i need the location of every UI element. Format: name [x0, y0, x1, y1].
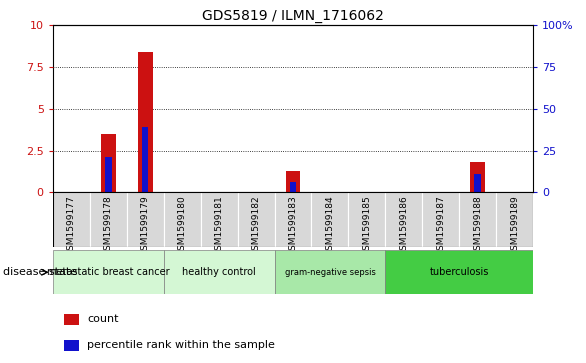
Bar	[53, 250, 163, 294]
Text: percentile rank within the sample: percentile rank within the sample	[87, 340, 275, 350]
Bar	[285, 171, 301, 192]
Bar	[274, 250, 386, 294]
Text: GSM1599178: GSM1599178	[104, 195, 113, 256]
Bar	[386, 192, 423, 247]
Text: count: count	[87, 314, 118, 324]
Bar	[423, 192, 459, 247]
Text: GSM1599181: GSM1599181	[214, 195, 224, 256]
Bar	[138, 52, 152, 192]
Bar	[475, 174, 481, 192]
Text: GSM1599186: GSM1599186	[400, 195, 408, 256]
Title: GDS5819 / ILMN_1716062: GDS5819 / ILMN_1716062	[202, 9, 384, 23]
Bar	[289, 182, 297, 192]
Bar	[496, 192, 533, 247]
Text: healthy control: healthy control	[182, 267, 256, 277]
Text: disease state: disease state	[3, 267, 77, 277]
Text: gram-negative sepsis: gram-negative sepsis	[285, 268, 376, 277]
Bar	[349, 192, 386, 247]
Text: GSM1599177: GSM1599177	[67, 195, 76, 256]
Bar	[64, 314, 79, 325]
Text: GSM1599188: GSM1599188	[473, 195, 482, 256]
Bar	[101, 134, 115, 192]
Text: GSM1599182: GSM1599182	[251, 195, 261, 256]
Text: tuberculosis: tuberculosis	[430, 267, 489, 277]
Bar	[200, 192, 237, 247]
Text: GSM1599183: GSM1599183	[288, 195, 298, 256]
Bar	[142, 127, 148, 192]
Bar	[471, 162, 485, 192]
Bar	[312, 192, 349, 247]
Text: GSM1599187: GSM1599187	[437, 195, 445, 256]
Bar	[459, 192, 496, 247]
Bar	[237, 192, 274, 247]
Bar	[90, 192, 127, 247]
Bar	[64, 340, 79, 351]
Text: GSM1599185: GSM1599185	[362, 195, 372, 256]
Text: GSM1599184: GSM1599184	[325, 195, 335, 256]
Bar	[163, 250, 274, 294]
Bar	[105, 157, 111, 192]
Text: GSM1599180: GSM1599180	[178, 195, 186, 256]
Bar	[53, 192, 90, 247]
Text: GSM1599179: GSM1599179	[141, 195, 149, 256]
Bar	[274, 192, 312, 247]
Bar	[163, 192, 200, 247]
Text: metastatic breast cancer: metastatic breast cancer	[47, 267, 169, 277]
Text: GSM1599189: GSM1599189	[510, 195, 519, 256]
Bar	[386, 250, 533, 294]
Bar	[127, 192, 163, 247]
